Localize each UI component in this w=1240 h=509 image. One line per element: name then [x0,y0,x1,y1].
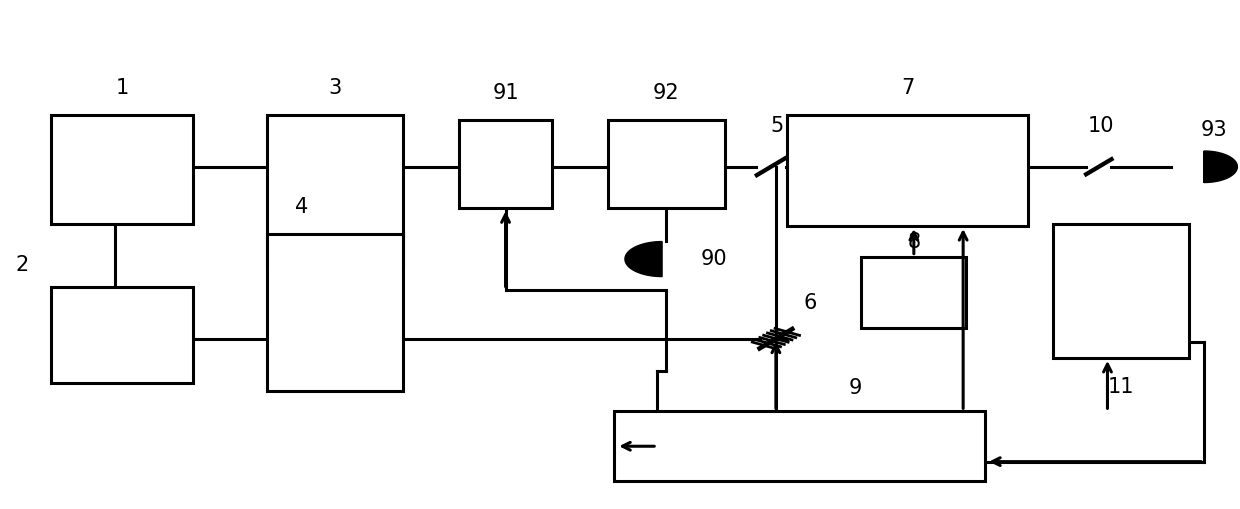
Text: 4: 4 [295,196,308,216]
Text: 93: 93 [1200,120,1228,139]
Bar [268,234,403,391]
Text: 3: 3 [329,77,342,97]
Bar [1053,224,1189,358]
Text: 91: 91 [492,82,518,102]
Text: 5: 5 [770,116,784,136]
Text: 90: 90 [701,248,728,269]
Bar [787,115,1028,227]
Bar [459,120,552,209]
Text: 8: 8 [908,232,920,252]
Text: 2: 2 [15,254,29,274]
Text: 7: 7 [901,77,914,97]
Text: 9: 9 [848,377,862,397]
Text: 6: 6 [804,293,817,313]
Polygon shape [1204,152,1238,183]
Bar [51,288,193,384]
Bar [614,411,985,482]
Bar [51,115,193,224]
Bar [608,120,725,209]
Polygon shape [625,242,662,277]
Text: 10: 10 [1087,116,1115,136]
Text: 1: 1 [115,77,129,97]
Bar [862,257,966,328]
Text: 11: 11 [1107,376,1135,396]
Bar [268,115,403,267]
Text: 92: 92 [653,82,680,102]
